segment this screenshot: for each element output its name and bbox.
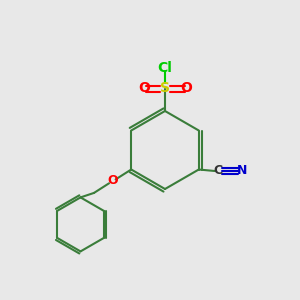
Text: Cl: Cl: [158, 61, 172, 74]
Text: O: O: [107, 174, 118, 188]
Text: N: N: [237, 164, 247, 178]
Text: C: C: [214, 164, 223, 178]
Text: O: O: [138, 82, 150, 95]
Text: O: O: [180, 82, 192, 95]
Text: S: S: [160, 82, 170, 95]
